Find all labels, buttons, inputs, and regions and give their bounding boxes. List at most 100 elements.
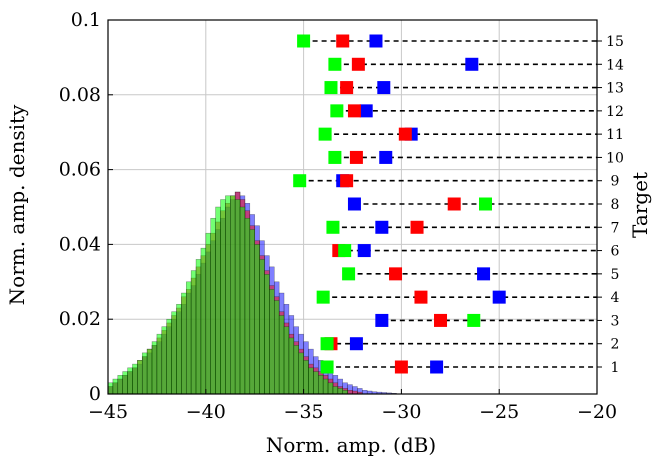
histogram-bar xyxy=(259,259,265,395)
histogram-bar xyxy=(215,206,221,395)
target-marker-green xyxy=(328,57,342,71)
histogram-bar xyxy=(303,360,309,395)
target-marker-blue xyxy=(375,313,389,327)
histogram-bar xyxy=(254,244,260,395)
y2-tick-label: 6 xyxy=(611,244,620,260)
x-tick-label: −45 xyxy=(88,401,128,423)
y2-tick-label: 1 xyxy=(611,360,620,376)
y2-tick-label: 13 xyxy=(606,81,624,97)
target-marker-blue xyxy=(357,244,371,258)
target-marker-red xyxy=(394,360,408,374)
histogram-bar xyxy=(337,388,343,395)
target-marker-blue xyxy=(349,337,363,351)
target-marker-red xyxy=(340,81,354,95)
target-marker-blue xyxy=(359,104,373,118)
y-tick-label: 0.06 xyxy=(59,159,101,181)
target-marker-green xyxy=(293,174,307,188)
y2-tick-label: 8 xyxy=(611,197,620,213)
target-marker-blue xyxy=(375,220,389,234)
histogram-bar xyxy=(190,270,197,395)
y2-tick-label: 14 xyxy=(606,57,624,73)
histogram-bar xyxy=(308,367,314,395)
histogram xyxy=(107,191,397,395)
target-markers xyxy=(293,34,597,374)
histogram-bar xyxy=(176,303,182,395)
histogram-bar xyxy=(151,341,158,395)
histogram-bar xyxy=(127,367,133,395)
y-tick-label: 0.1 xyxy=(71,9,101,31)
histogram-bar xyxy=(141,352,148,395)
histogram-bar xyxy=(200,247,207,395)
target-marker-green xyxy=(320,360,334,374)
histogram-bar xyxy=(195,259,202,395)
histogram-bar xyxy=(181,292,187,395)
histogram-bar xyxy=(230,195,236,395)
histogram-bar xyxy=(244,217,251,395)
target-marker-green xyxy=(316,290,330,304)
target-marker-blue xyxy=(492,290,506,304)
y2-tick-label: 7 xyxy=(611,220,620,236)
histogram-bar xyxy=(264,274,270,395)
histogram-bar xyxy=(239,206,246,395)
histogram-bar xyxy=(274,300,280,395)
target-marker-blue xyxy=(430,360,444,374)
target-marker-red xyxy=(336,34,350,48)
target-marker-blue xyxy=(377,81,391,95)
histogram-bar xyxy=(313,371,319,395)
histogram-bar xyxy=(269,289,275,395)
target-marker-blue xyxy=(369,34,383,48)
target-marker-red xyxy=(349,150,363,164)
x-axis-label: Norm. amp. (dB) xyxy=(266,433,436,457)
histogram-bar xyxy=(225,195,231,395)
target-marker-red xyxy=(410,220,424,234)
target-marker-red xyxy=(414,290,428,304)
y2-tick-label: 4 xyxy=(611,290,620,306)
histogram-bar xyxy=(185,281,192,395)
histogram-bar xyxy=(137,360,143,395)
target-marker-red xyxy=(447,197,461,211)
y2-tick-label: 2 xyxy=(611,337,620,353)
y-tick-label: 0 xyxy=(89,383,101,405)
histogram-bar xyxy=(288,337,295,395)
y-axis-label: Norm. amp. density xyxy=(5,104,29,305)
target-marker-green xyxy=(330,104,344,118)
histogram-bar xyxy=(327,382,334,395)
x-tick-label: −25 xyxy=(479,401,519,423)
target-marker-green xyxy=(328,150,342,164)
x-tick-label: −20 xyxy=(577,401,617,423)
histogram-bar xyxy=(249,229,255,395)
y-tick-label: 0.04 xyxy=(59,233,101,255)
y2-tick-label: 10 xyxy=(606,150,624,166)
y2-tick-label: 12 xyxy=(606,104,624,120)
x-tick-label: −30 xyxy=(381,401,421,423)
plot-frame xyxy=(107,19,598,395)
histogram-bar xyxy=(283,326,290,395)
x-tick-label: −35 xyxy=(284,401,324,423)
histogram-bar xyxy=(122,371,128,395)
histogram-bar xyxy=(332,386,339,395)
y2-tick-label: 15 xyxy=(606,34,624,50)
histogram-bar xyxy=(146,348,153,395)
histogram-bar xyxy=(112,378,119,395)
target-marker-green xyxy=(320,337,334,351)
target-marker-green xyxy=(318,127,332,141)
histogram-bar xyxy=(234,199,241,395)
histogram-bar xyxy=(298,352,304,395)
target-marker-blue xyxy=(379,150,393,164)
target-marker-green xyxy=(479,197,493,211)
histogram-bar xyxy=(322,378,329,395)
target-marker-red xyxy=(389,267,403,281)
y2-tick-label: 9 xyxy=(611,174,620,190)
target-marker-green xyxy=(297,34,311,48)
target-marker-green xyxy=(342,267,356,281)
histogram-bar xyxy=(171,311,177,395)
target-marker-red xyxy=(434,313,448,327)
histogram-bar xyxy=(166,318,172,395)
target-marker-blue xyxy=(347,197,361,211)
histogram-bar xyxy=(278,315,285,395)
y2-tick-label: 5 xyxy=(611,267,620,283)
histogram-bar xyxy=(117,375,123,395)
target-marker-blue xyxy=(465,57,479,71)
